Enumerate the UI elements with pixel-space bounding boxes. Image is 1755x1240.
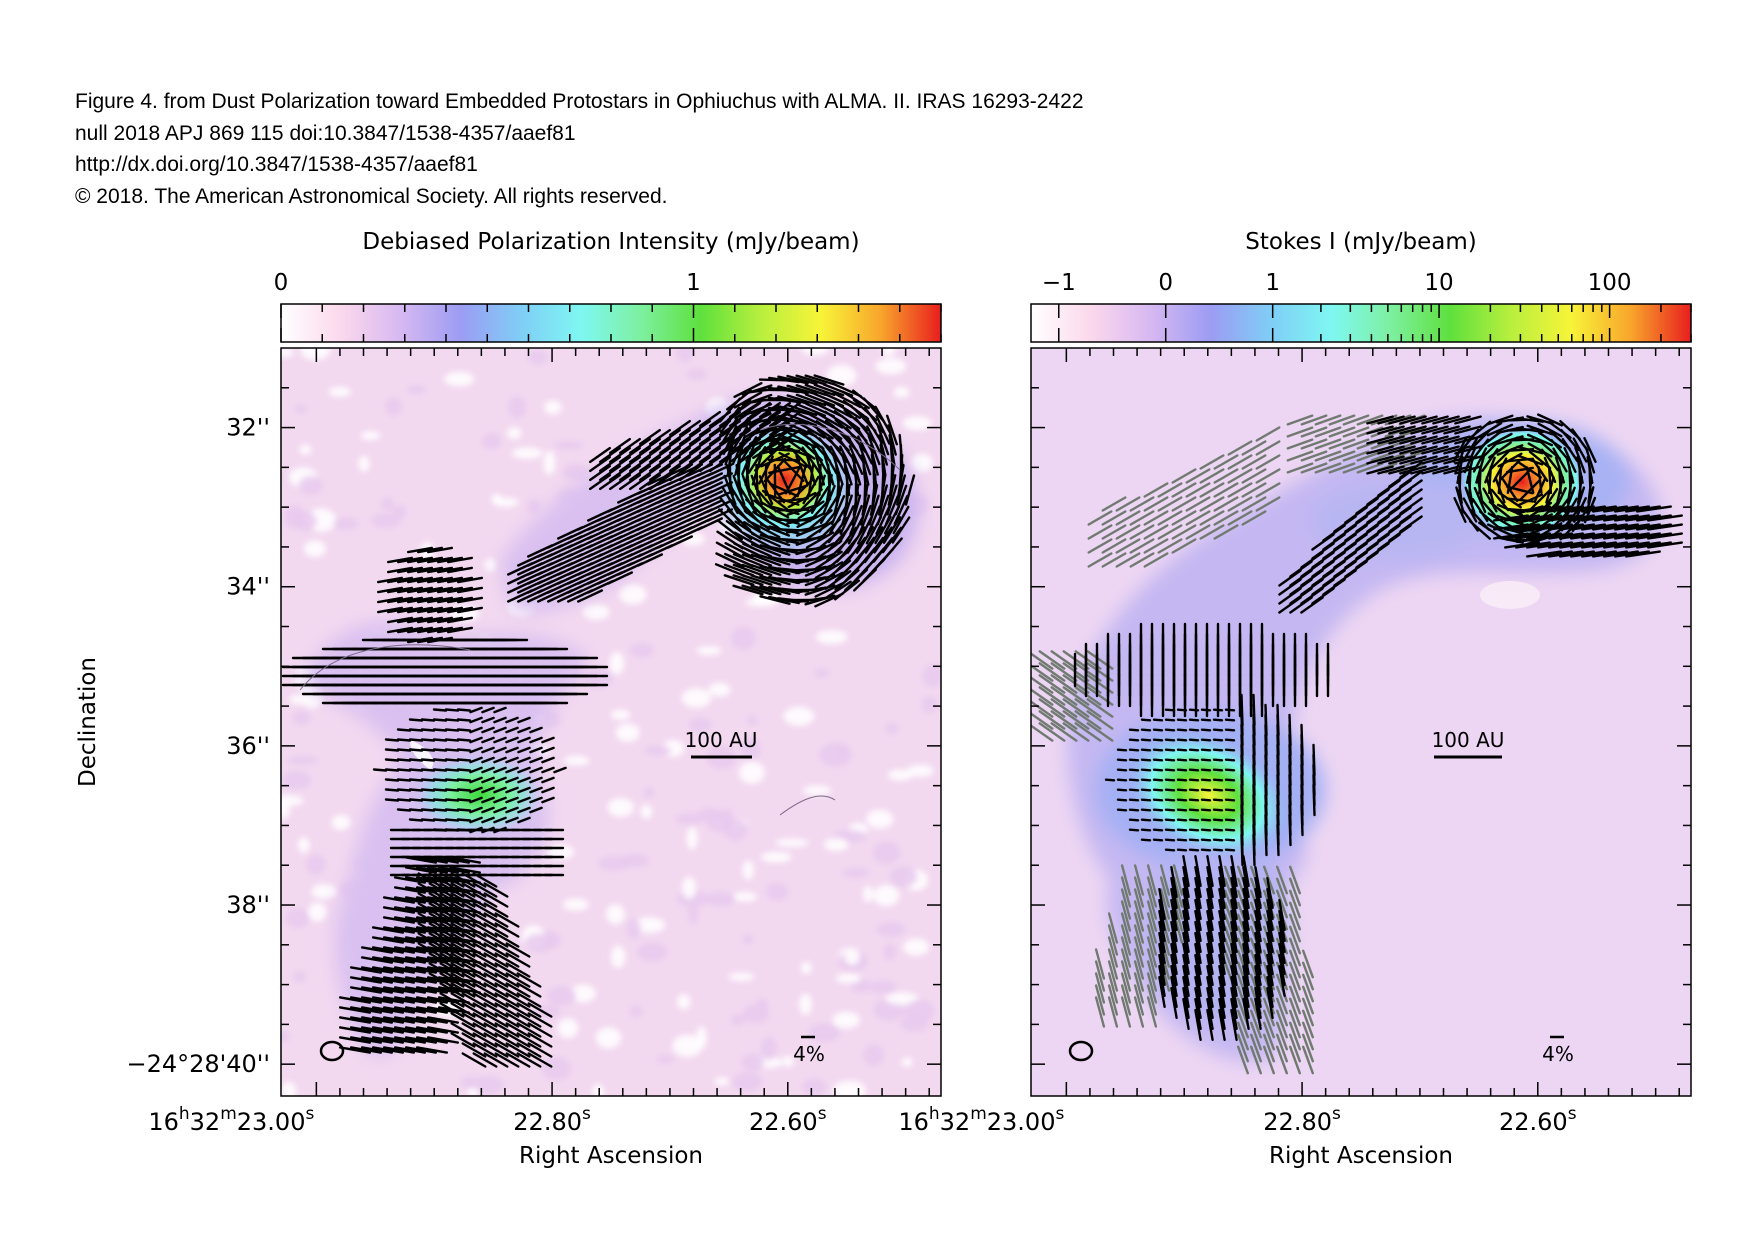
left-panel: Debiased Polarization Intensity (mJy/bea… [75, 229, 942, 1169]
right-polarization-vectors [1073, 413, 1684, 1042]
left-vector-scale-label: 4% [793, 1042, 825, 1066]
right-image [1031, 348, 1691, 1096]
left-y-tick-label-3: 38'' [226, 891, 270, 919]
left-x-tick-label-1: 22.80s [513, 1104, 591, 1136]
left-x-tick-label-0: 16h32m23.00s [148, 1104, 314, 1136]
right-x-tick-label-0: 16h32m23.00s [898, 1104, 1064, 1136]
right-x-tick-label-2: 22.60s [1499, 1104, 1577, 1136]
left-xlabel: Right Ascension [519, 1143, 703, 1169]
left-ylabel: Declination [75, 657, 101, 787]
left-axes: 16h32m23.00s 22.80s 22.60s 32'' 34'' 36'' 38''… [126, 348, 941, 1136]
caption-line-citation: null 2018 APJ 869 115 doi:10.3847/1538-4… [75, 121, 576, 145]
right-xlabel: Right Ascension [1269, 1143, 1453, 1169]
right-beam-ellipse [1068, 1040, 1094, 1062]
right-colorbar-ticks: −1 0 1 10 100 [1042, 270, 1692, 342]
left-y-tick-label-2: 36'' [226, 732, 270, 760]
right-vector-scale: 4% [1542, 1035, 1574, 1066]
right-vector-scale-label: 4% [1542, 1042, 1574, 1066]
right-colorbar-tick-label-4: 100 [1588, 270, 1632, 296]
left-colorbar-tick-label-0: 0 [274, 270, 289, 296]
left-y-tick-label-0: 32'' [226, 414, 270, 442]
caption-line-url: http://dx.doi.org/10.3847/1538-4357/aaef… [75, 153, 478, 176]
right-panel: Stokes I (mJy/beam) −1 0 1 10 100 16h32m23.0… [898, 229, 1692, 1169]
right-colorbar-tick-label-2: 1 [1265, 270, 1280, 296]
right-plot-frame [1030, 347, 1692, 1097]
left-y-tick-label-1: 34'' [226, 573, 270, 601]
left-y-tick-label-4: −24°28'40'' [126, 1050, 270, 1078]
left-polarization-vectors [281, 374, 916, 1068]
left-scale-bar-label: 100 AU [685, 728, 758, 752]
right-x-tick-label-1: 22.80s [1263, 1104, 1341, 1136]
left-x-tick-label-2: 22.60s [749, 1104, 827, 1136]
right-negative-spot [1480, 581, 1540, 609]
right-colorbar [1030, 303, 1692, 343]
left-beam-ellipse [319, 1040, 345, 1062]
right-colorbar-tick-label-1: 0 [1158, 270, 1173, 296]
left-southern-peak [420, 757, 540, 833]
right-colorbar-tick-label-0: −1 [1042, 270, 1076, 296]
left-image [281, 348, 941, 1096]
caption-line-copyright: © 2018. The American Astronomical Societ… [75, 184, 668, 208]
right-axes: 16h32m23.00s 22.80s 22.60s [898, 348, 1691, 1136]
left-vector-scale: 4% [793, 1035, 825, 1066]
right-scale-bar: 100 AU [1432, 728, 1505, 759]
right-scale-bar-label: 100 AU [1432, 728, 1505, 752]
left-colorbar-tick-label-1: 1 [686, 270, 701, 296]
right-colorbar-tick-label-3: 10 [1424, 270, 1453, 296]
left-colorbar-title: Debiased Polarization Intensity (mJy/bea… [362, 229, 859, 255]
figure-caption: Figure 4. from Dust Polarization toward … [75, 86, 1084, 212]
left-scale-bar: 100 AU [685, 728, 758, 759]
caption-line-title: Figure 4. from Dust Polarization toward … [75, 90, 1084, 113]
left-plot-frame [280, 347, 942, 1097]
right-colorbar-title: Stokes I (mJy/beam) [1245, 229, 1476, 255]
left-contour [299, 423, 901, 816]
